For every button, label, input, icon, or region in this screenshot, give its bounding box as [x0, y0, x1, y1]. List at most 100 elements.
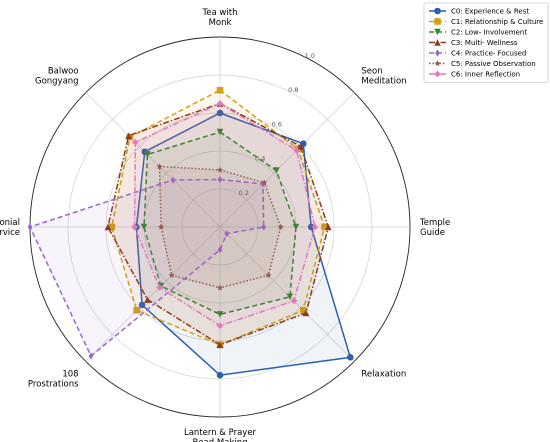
data-point: [216, 128, 224, 136]
data-point: [156, 284, 163, 291]
data-point: [347, 354, 354, 361]
legend-marker: [434, 7, 441, 15]
legend-marker: [434, 18, 441, 25]
data-point: [299, 306, 307, 314]
data-point: [216, 100, 224, 107]
series-fill: [159, 166, 281, 288]
series-fill: [111, 90, 325, 345]
legend-label: C4: Practice- Focused: [451, 50, 526, 58]
series-fill: [144, 132, 296, 315]
legend-label: C2: Low- Involvement: [451, 29, 527, 37]
data-point: [133, 306, 141, 314]
data-point: [217, 175, 223, 184]
data-point: [273, 167, 280, 174]
legend: C0: Experience & Rest C1: Relationship & …: [423, 2, 549, 83]
legend-label: C0: Experience & Rest: [451, 8, 529, 16]
legend-marker: [434, 39, 441, 46]
legend-item: C3: Multi- Wellness: [429, 39, 518, 47]
series-fill: [30, 179, 264, 356]
series-line: [143, 131, 297, 316]
data-point: [216, 166, 224, 173]
data-point: [131, 223, 138, 231]
data-point: [307, 223, 315, 231]
axis-label: Seon Meditation: [361, 67, 406, 87]
axis-label: Temple Guide: [419, 218, 450, 238]
legend-item: C4: Practice- Focused: [429, 49, 526, 58]
data-point: [88, 352, 94, 360]
data-point: [156, 163, 163, 170]
data-point: [138, 301, 146, 309]
legend-marker: [435, 49, 440, 57]
data-point: [216, 311, 224, 318]
series-line: [28, 178, 265, 358]
data-point: [140, 223, 148, 231]
series-c5: [156, 163, 284, 291]
data-point: [286, 293, 294, 301]
legend-label: C6: Inner Reflection: [451, 71, 520, 79]
legend-item: C0: Experience & Rest: [429, 8, 529, 16]
data-point: [104, 223, 112, 231]
axis-label: CeremonialService: [0, 218, 20, 238]
radar-series-layer: [27, 86, 354, 379]
legend-marker: [434, 70, 441, 78]
data-point: [170, 176, 176, 184]
data-point: [157, 223, 165, 230]
grid-spoke: [219, 92, 355, 228]
data-point: [216, 322, 224, 330]
data-point: [297, 143, 304, 150]
data-point: [216, 341, 224, 349]
legend-item: C1: Relationship & Culture: [429, 18, 543, 26]
data-point: [290, 297, 298, 305]
data-point: [224, 230, 230, 238]
data-point: [217, 246, 223, 254]
series-fill: [107, 103, 329, 345]
data-point: [216, 371, 224, 379]
series-fill: [134, 103, 315, 326]
data-point: [325, 223, 332, 231]
data-point: [292, 223, 300, 231]
radial-tick-label: 0.6: [272, 120, 282, 128]
data-point: [168, 272, 175, 279]
legend-marker: [434, 28, 441, 36]
axis-label: 108 Prostrations: [28, 369, 79, 389]
data-point: [125, 132, 132, 139]
grid-spoke: [85, 92, 221, 228]
data-point: [144, 151, 151, 158]
series-fill: [136, 113, 351, 376]
grid-spoke: [85, 226, 221, 362]
legend-marker: [434, 60, 441, 67]
data-point: [302, 309, 310, 317]
data-point: [216, 86, 224, 94]
data-point: [27, 223, 33, 231]
axis-label: Relaxation: [361, 369, 406, 379]
radial-tick-label: 1.0: [305, 52, 315, 60]
series-c4: [27, 175, 267, 360]
data-point: [261, 179, 268, 186]
radar-axis-labels: Tea with Monk Seon Meditation Temple Guide Rel…: [0, 8, 450, 442]
radial-tick-label: 0.8: [288, 86, 298, 94]
legend-label: C1: Relationship & Culture: [451, 18, 543, 26]
data-point: [311, 223, 319, 231]
data-point: [216, 284, 224, 291]
legend-item: C5: Passive Observation: [429, 60, 536, 68]
legend-label: C3: Multi- Wellness: [451, 39, 518, 47]
data-point: [293, 147, 300, 154]
axis-label: Lantern & PrayerBead Making: [184, 428, 257, 442]
legend-box: [423, 2, 549, 83]
radial-tick-label: 0.2: [239, 189, 249, 197]
data-point: [108, 223, 115, 231]
data-point: [144, 296, 151, 303]
series-c6: [131, 100, 319, 330]
legend-item: C6: Inner Reflection: [429, 71, 520, 79]
data-point: [261, 223, 267, 231]
data-point: [321, 223, 328, 231]
legend-item: C2: Low- Involvement: [429, 29, 527, 37]
axis-label: Balwoo Gongyang: [35, 67, 79, 87]
series-c2: [140, 128, 300, 318]
axis-label: Tea with Monk: [202, 8, 238, 28]
data-point: [132, 139, 139, 146]
data-point: [216, 109, 224, 117]
data-point: [277, 223, 284, 230]
legend-label: C5: Passive Observation: [451, 60, 536, 68]
